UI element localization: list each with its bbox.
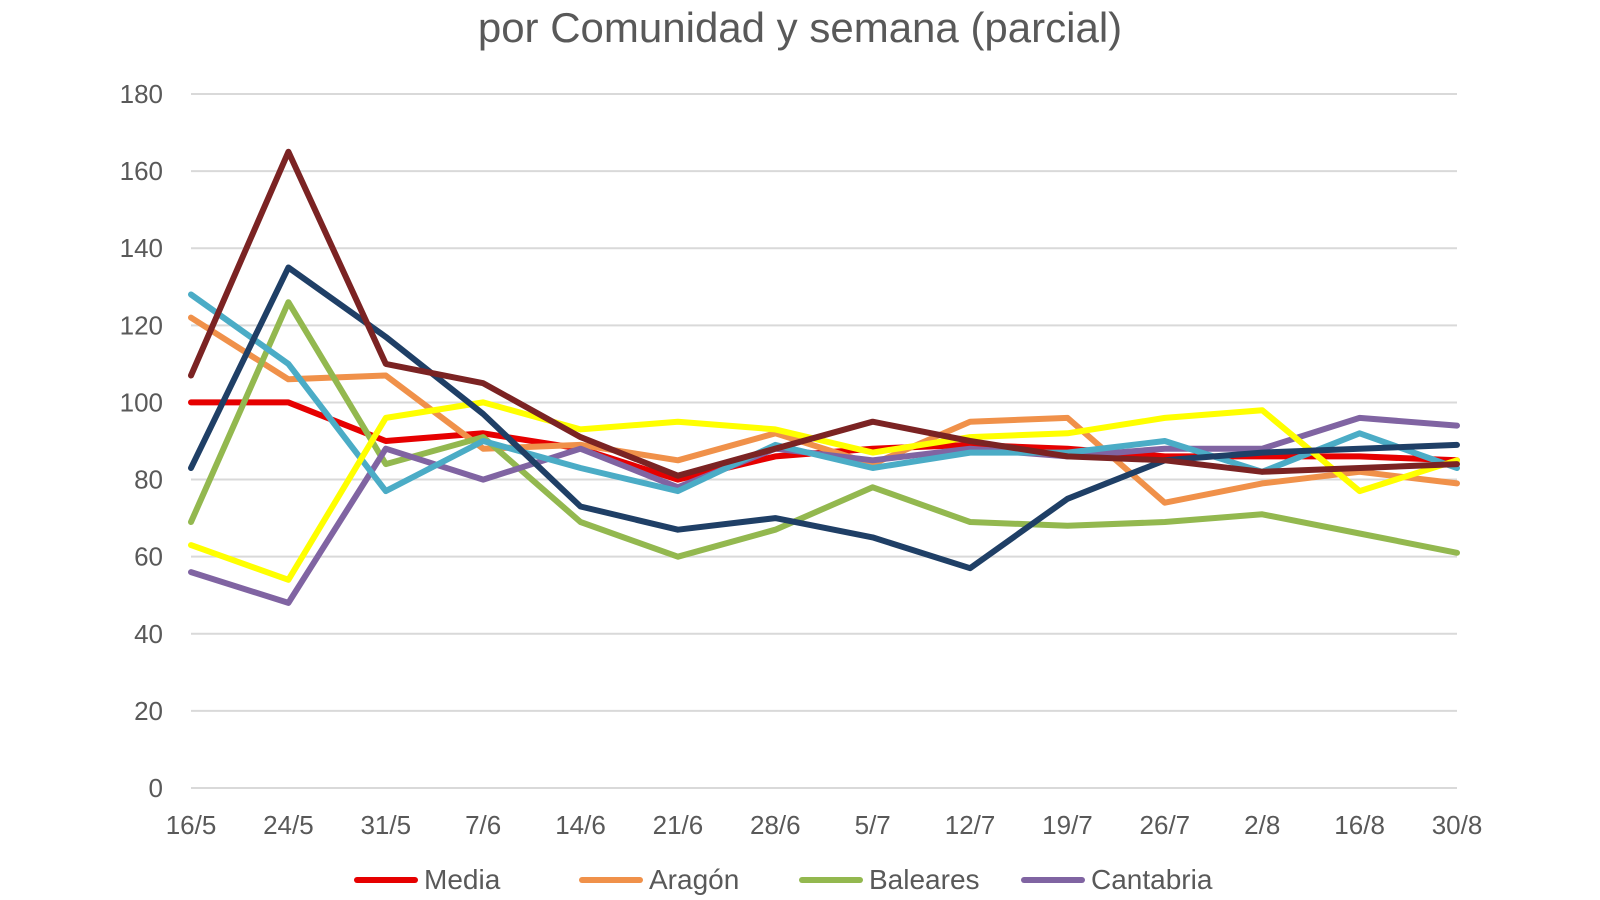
x-tick-label: 2/8 [1244, 810, 1280, 840]
y-tick-label: 100 [120, 387, 163, 417]
legend-item: Aragón [579, 862, 739, 898]
series-line-8 [188, 148, 1460, 479]
legend-item: Cantabria [1021, 862, 1212, 898]
legend-label: Baleares [869, 864, 980, 895]
chart-title: por Comunidad y semana (parcial) [477, 4, 1123, 51]
y-tick-label: 160 [120, 156, 163, 186]
y-axis-ticks: 0 20 40 60 80 100 120 140 160 180 [120, 79, 163, 803]
y-tick-label: 180 [120, 79, 163, 109]
y-tick-label: 140 [120, 233, 163, 263]
x-tick-label: 5/7 [855, 810, 891, 840]
series-line-baleares [188, 299, 1460, 560]
legend-item: Baleares [799, 862, 980, 898]
y-tick-label: 40 [134, 619, 163, 649]
y-tick-label: 80 [134, 465, 163, 495]
x-tick-label: 19/7 [1042, 810, 1093, 840]
legend-swatch [799, 877, 863, 883]
y-tick-label: 60 [134, 542, 163, 572]
legend-item: Media [354, 862, 500, 898]
legend-swatch [354, 877, 418, 883]
gridlines [191, 93, 1457, 789]
y-tick-label: 120 [120, 310, 163, 340]
x-tick-label: 21/6 [653, 810, 704, 840]
x-tick-label: 7/6 [465, 810, 501, 840]
y-tick-label: 20 [134, 696, 163, 726]
x-axis-ticks: 16/5 24/5 31/5 7/6 14/6 21/6 28/6 5/7 12/7 19/7 26… [166, 810, 1483, 840]
legend-swatch [1021, 877, 1085, 883]
legend: Media Aragón Baleares Cantabria [0, 862, 1600, 898]
series-line-aragon [188, 314, 1460, 506]
x-tick-label: 30/8 [1432, 810, 1483, 840]
series-line-6 [188, 399, 1460, 583]
series-lines [188, 148, 1460, 606]
x-tick-label: 12/7 [945, 810, 996, 840]
x-tick-label: 31/5 [360, 810, 411, 840]
x-tick-label: 26/7 [1140, 810, 1191, 840]
series-line-5 [188, 291, 1460, 495]
x-tick-label: 16/8 [1334, 810, 1385, 840]
legend-label: Cantabria [1091, 864, 1213, 895]
legend-label: Aragón [649, 864, 740, 895]
legend-label: Media [424, 864, 501, 895]
x-tick-label: 14/6 [555, 810, 606, 840]
legend-swatch [579, 877, 643, 883]
series-line-7 [188, 264, 1460, 572]
y-tick-label: 0 [149, 773, 163, 803]
x-tick-label: 16/5 [166, 810, 217, 840]
x-tick-label: 28/6 [750, 810, 801, 840]
x-tick-label: 24/5 [263, 810, 314, 840]
